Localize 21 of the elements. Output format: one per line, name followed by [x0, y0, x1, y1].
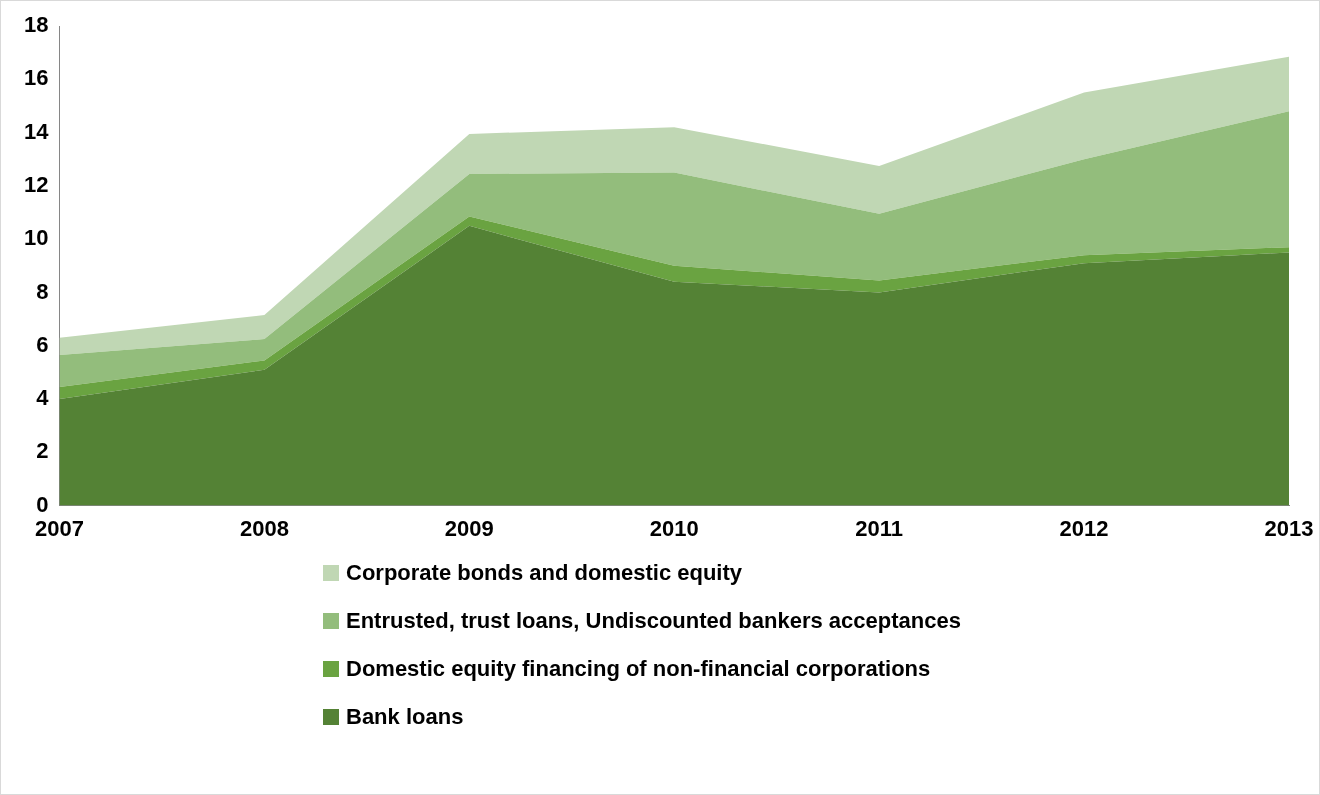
y-tick-label: 8	[36, 278, 49, 304]
y-tick-label: 0	[36, 491, 49, 517]
x-tick-label: 2007	[34, 515, 84, 541]
legend-label: Domestic equity financing of non-financial corporations	[346, 656, 931, 682]
x-tick-label: 2009	[444, 515, 494, 541]
y-tick-label: 10	[23, 225, 49, 251]
y-tick-label: 16	[23, 65, 49, 91]
legend-label: Bank loans	[346, 704, 464, 730]
y-tick-label: 2	[36, 438, 49, 464]
y-tick-label: 12	[23, 171, 49, 197]
y-tick-label: 4	[36, 385, 50, 411]
x-tick-label: 2010	[649, 515, 699, 541]
y-tick-label: 18	[23, 12, 49, 38]
legend-label: Corporate bonds and domestic equity	[346, 560, 743, 586]
x-tick-label: 2011	[855, 515, 904, 541]
x-tick-label: 2012	[1059, 515, 1109, 541]
x-tick-label: 2008	[239, 515, 289, 541]
x-tick-label: 2013	[1264, 515, 1314, 541]
y-tick-label: 14	[23, 118, 50, 144]
y-tick-label: 6	[36, 331, 49, 357]
legend-label: Entrusted, trust loans, Undiscounted bankers acceptances	[346, 608, 961, 634]
